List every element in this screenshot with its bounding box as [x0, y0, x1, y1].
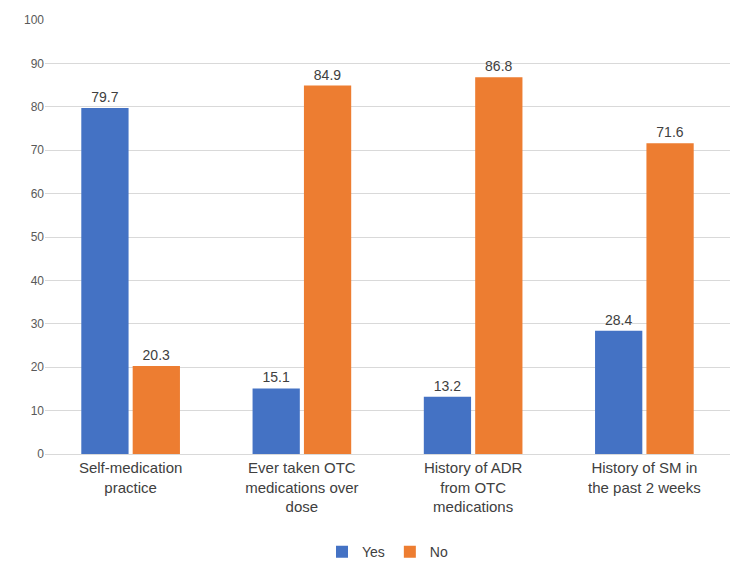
svg-text:30: 30 — [31, 317, 45, 331]
svg-text:100: 100 — [24, 13, 44, 27]
svg-text:84.9: 84.9 — [314, 67, 341, 83]
svg-text:20.3: 20.3 — [143, 347, 170, 363]
svg-text:15.1: 15.1 — [262, 369, 289, 385]
svg-text:No: No — [430, 544, 448, 560]
svg-text:10: 10 — [31, 404, 45, 418]
svg-text:20: 20 — [31, 360, 45, 374]
svg-text:80: 80 — [31, 100, 45, 114]
svg-text:History of ADRfrom OTCmedicati: History of ADRfrom OTCmedications — [424, 459, 523, 515]
svg-text:0: 0 — [37, 447, 44, 461]
svg-text:Ever taken OTCmedications over: Ever taken OTCmedications overdose — [245, 459, 358, 515]
svg-text:90: 90 — [31, 57, 45, 71]
svg-text:71.6: 71.6 — [656, 124, 683, 140]
svg-text:40: 40 — [31, 274, 45, 288]
svg-text:Self-medicationpractice: Self-medicationpractice — [79, 459, 182, 496]
svg-text:70: 70 — [31, 143, 45, 157]
svg-text:86.8: 86.8 — [485, 58, 512, 74]
svg-text:50: 50 — [31, 230, 45, 244]
svg-text:13.2: 13.2 — [434, 378, 461, 394]
svg-text:79.7: 79.7 — [91, 89, 118, 105]
svg-text:Yes: Yes — [362, 544, 385, 560]
svg-text:60: 60 — [31, 187, 45, 201]
svg-text:28.4: 28.4 — [605, 312, 632, 328]
svg-text:History of SM inthe past 2 wee: History of SM inthe past 2 weeks — [588, 459, 701, 496]
